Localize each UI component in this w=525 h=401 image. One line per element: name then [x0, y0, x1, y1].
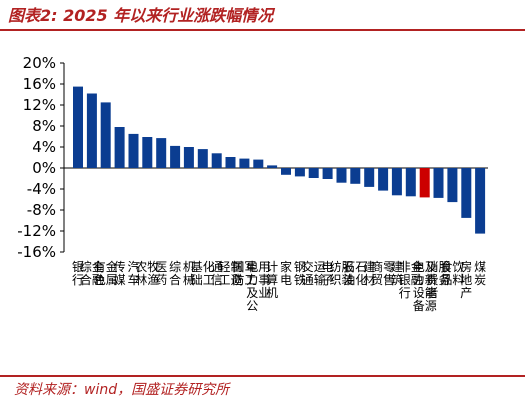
bar [211, 153, 222, 168]
bar [322, 168, 333, 179]
y-tick-label: 16% [23, 75, 56, 93]
category-label: 建材 [363, 260, 375, 287]
bar [239, 158, 250, 168]
category-label: 交通运输 [302, 259, 326, 287]
y-tick-label: -8% [27, 201, 56, 219]
category-label: 通信 [211, 260, 223, 287]
bar [128, 133, 139, 168]
category-label: 消费者服务 [426, 260, 450, 300]
bar [114, 127, 125, 168]
category-label: 电力及公用事业 [246, 260, 270, 313]
figure-title: 图表2: 2025 年以来行业涨跌幅情况 [8, 6, 274, 25]
category-label: 轻工制造 [218, 260, 242, 287]
bar [86, 93, 97, 168]
category-label: 非银行金融 [399, 259, 423, 300]
category-label: 机械 [183, 260, 195, 287]
bar [336, 168, 347, 183]
bar [225, 157, 236, 168]
category-label: 汽车 [127, 259, 139, 287]
bar [433, 168, 444, 198]
y-tick-label: -16% [17, 243, 56, 261]
y-tick-label: 12% [23, 96, 56, 114]
bar [378, 168, 389, 191]
category-label: 石油石化 [343, 260, 367, 287]
category-label: 房地产 [460, 259, 472, 300]
bar [391, 168, 402, 196]
bar [281, 168, 291, 175]
category-label: 综合 [169, 260, 181, 287]
category-label: 电子 [322, 260, 334, 287]
bar [364, 168, 375, 187]
category-label: 有色金属 [94, 259, 118, 287]
category-label: 基础化工 [191, 260, 215, 287]
category-label: 农林牧渔 [135, 260, 159, 287]
category-label: 综合金融 [80, 259, 104, 287]
category-label: 家电 [280, 259, 292, 287]
category-label: 医药 [155, 260, 167, 287]
y-tick-label: 8% [32, 117, 56, 135]
category-label: 计算机 [266, 260, 278, 300]
category-label: 传媒 [114, 259, 126, 287]
source-note: 资料来源：wind，国盛证券研究所 [14, 382, 230, 398]
category-label: 商贸零售 [371, 259, 395, 287]
title-rule [0, 29, 525, 31]
bar [308, 168, 319, 178]
bar [197, 149, 208, 168]
y-tick-label: 0% [32, 159, 56, 177]
bar [267, 165, 278, 168]
category-label: 食品饮料 [440, 259, 464, 287]
bar [253, 159, 264, 168]
y-tick-label: -4% [27, 180, 56, 198]
bar [461, 168, 472, 218]
bar-highlight [419, 168, 430, 198]
y-tick-label: 20% [23, 54, 56, 72]
category-label: 纺织服装 [329, 260, 353, 287]
y-tick-label: 4% [32, 138, 56, 156]
y-tick-label: -12% [17, 222, 56, 240]
bar [170, 145, 181, 168]
category-label: 煤炭 [474, 260, 486, 287]
bar-chart: -16% -12% -8% -4% 0% 4% 8% 12% 16% 20% 银行综合金融有色金属传… [17, 54, 488, 313]
bar [405, 168, 416, 197]
bar [350, 168, 361, 184]
bar [73, 86, 83, 168]
footer-rule [0, 375, 525, 377]
bar [447, 168, 458, 203]
category-label: 银行 [72, 260, 84, 287]
bar [294, 168, 305, 177]
category-label: 建筑 [391, 260, 403, 287]
category-label: 电力设备及新能源 [413, 260, 437, 313]
category-label: 钢铁 [294, 260, 306, 287]
bar [142, 137, 153, 168]
bar [156, 138, 167, 168]
bar [475, 168, 486, 234]
category-label: 国防军工 [232, 260, 256, 287]
bar [100, 102, 111, 168]
bar [183, 147, 194, 168]
